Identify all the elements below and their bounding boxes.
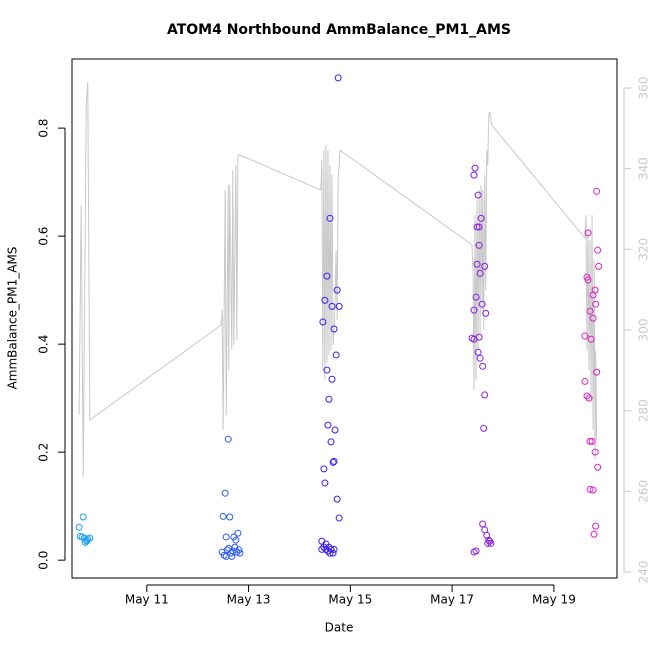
x-axis-label: Date <box>325 621 354 635</box>
y-tick-label: 0.6 <box>37 227 51 246</box>
y-tick-label: 0.0 <box>37 551 51 570</box>
y-tick-label: 0.8 <box>37 119 51 138</box>
y2-tick-label: 300 <box>637 319 650 342</box>
x-tick-label: May 17 <box>430 593 474 607</box>
y2-tick-label: 240 <box>637 560 650 583</box>
y2-tick-label: 340 <box>637 157 650 180</box>
y-tick-label: 0.4 <box>37 335 51 354</box>
y-axis-label: AmmBalance_PM1_AMS <box>6 247 20 390</box>
x-tick-label: May 15 <box>328 593 372 607</box>
y2-tick-label: 360 <box>637 77 650 100</box>
y2-tick-label: 320 <box>637 238 650 261</box>
y2-tick-label: 280 <box>637 399 650 422</box>
x-tick-label: May 19 <box>532 593 576 607</box>
x-tick-label: May 11 <box>125 593 169 607</box>
x-tick-label: May 13 <box>227 593 271 607</box>
chart-title: ATOM4 Northbound AmmBalance_PM1_AMS <box>167 22 511 38</box>
y2-tick-label: 260 <box>637 480 650 503</box>
y-tick-label: 0.2 <box>37 443 51 462</box>
